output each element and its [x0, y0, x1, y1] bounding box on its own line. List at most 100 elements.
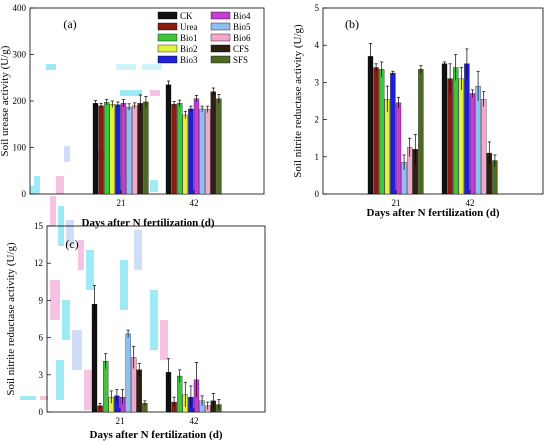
y-tick-label: 15 — [34, 221, 44, 231]
bar-bio6-42 — [205, 109, 211, 195]
legend-swatch-sfs — [210, 55, 231, 64]
bars-b — [367, 42, 498, 195]
plot-frame-b — [322, 7, 544, 195]
legend-label-bio3: Bio3 — [180, 55, 198, 65]
y-tick-label: 0 — [22, 189, 27, 199]
legend-swatch-bio1 — [157, 33, 178, 42]
bar-bio4-21 — [395, 102, 402, 195]
y-tick-label: 0 — [39, 407, 44, 417]
y-axis-label-a: Soil urease activity (U/g) — [0, 45, 11, 156]
scan-artifacts-c — [20, 196, 168, 410]
plot-frame-c — [46, 225, 266, 413]
bar-ck-42 — [441, 63, 448, 195]
bar-bio5-42 — [199, 108, 205, 195]
legend-label-bio1: Bio1 — [180, 33, 198, 43]
legend-swatch-cfs — [210, 44, 231, 53]
x-ticks-a: 21 42 — [117, 190, 199, 208]
legend-label-bio6: Bio6 — [233, 33, 251, 43]
panel-label-c: (c) — [65, 237, 78, 251]
legend-label-bio5: Bio5 — [233, 22, 251, 32]
bar-bio2-42 — [182, 114, 188, 195]
bar-bio1-42 — [177, 103, 183, 195]
bars-c — [91, 285, 222, 413]
y-tick-label: 12 — [34, 258, 43, 268]
legend-label-sfs: SFS — [233, 55, 248, 65]
bar-bio6-42 — [481, 98, 487, 195]
bar-urea-21 — [98, 105, 104, 195]
bar-bio3-21 — [390, 72, 396, 195]
x-axis-label-c: Days after N fertilization (d) — [90, 429, 223, 441]
legend-swatch-bio3 — [157, 55, 178, 64]
bar-bio1-21 — [103, 361, 109, 413]
y-tick-label: 0 — [315, 189, 320, 199]
y-tick-label: 1 — [315, 152, 320, 162]
bar-urea-42 — [447, 78, 453, 195]
bar-bio2-21 — [384, 98, 390, 195]
x-tick-label: 42 — [466, 198, 475, 208]
panel-a: 0 100 200 300 400 21 42 (a) Days after N fert… — [0, 3, 265, 229]
legend-label-ck: CK — [180, 11, 193, 21]
bar-cfs-42 — [210, 91, 216, 195]
y-ticks-c: 0 3 6 9 12 15 — [34, 221, 51, 417]
bar-bio6-21 — [132, 105, 138, 195]
y-tick-label: 3 — [39, 370, 44, 380]
bar-ck-42 — [165, 84, 172, 195]
bar-bio3-42 — [188, 108, 194, 195]
legend-swatch-bio2 — [157, 44, 178, 53]
legend-swatch-ck — [157, 11, 178, 20]
x-tick-label: 21 — [392, 198, 401, 208]
bars-a — [92, 80, 222, 195]
x-tick-label: 21 — [117, 198, 126, 208]
bar-bio5-42 — [475, 85, 481, 195]
bar-bio3-21 — [115, 104, 121, 195]
bar-urea-21 — [373, 67, 379, 195]
bar-ck-21 — [92, 103, 99, 195]
bar-sfs-42 — [216, 98, 222, 195]
panel-b: 0 1 2 3 4 5 21 42 (b) Days after N fertilizati… — [292, 3, 544, 219]
bar-urea-42 — [171, 104, 177, 195]
bar-bio4-42 — [193, 98, 200, 195]
bar-bio4-21 — [120, 103, 127, 195]
legend-swatch-bio6 — [210, 33, 231, 42]
bar-ck-21 — [367, 56, 374, 195]
bar-bio5-21 — [126, 106, 132, 195]
legend-label-bio2: Bio2 — [180, 44, 198, 54]
bar-bio1-21 — [104, 102, 110, 195]
legend-swatch-urea — [157, 22, 178, 31]
y-tick-label: 5 — [315, 3, 320, 13]
legend-label-urea: Urea — [180, 22, 198, 32]
y-ticks-b: 0 1 2 3 4 5 — [315, 3, 327, 199]
y-axis-label-c: Soil nitrite reductase activity (U/g) — [5, 242, 17, 396]
y-tick-label: 6 — [39, 333, 44, 343]
panel-label-b: (b) — [345, 17, 359, 31]
bar-cfs-21 — [136, 369, 142, 413]
legend-swatch-bio4 — [210, 11, 231, 20]
legend-label-bio4: Bio4 — [233, 11, 251, 21]
x-ticks-c: 21 42 — [116, 408, 199, 426]
bar-bio3-42 — [464, 63, 470, 195]
y-tick-label: 9 — [39, 295, 44, 305]
legend-label-cfs: CFS — [233, 44, 249, 54]
bar-sfs-21 — [418, 69, 424, 195]
bar-bio2-21 — [109, 104, 115, 195]
x-ticks-b: 21 42 — [392, 190, 475, 208]
y-tick-label: 100 — [13, 143, 27, 153]
x-tick-label: 42 — [190, 198, 199, 208]
bar-sfs-21 — [143, 101, 149, 195]
y-tick-label: 3 — [315, 77, 320, 87]
x-axis-label-a: Days after N fertilization (d) — [82, 217, 215, 229]
y-tick-label: 200 — [13, 96, 27, 106]
bar-bio4-42 — [469, 93, 476, 195]
bar-bio5-21 — [125, 333, 131, 413]
x-axis-label-b: Days after N fertilization (d) — [367, 207, 500, 219]
y-tick-label: 400 — [13, 3, 27, 13]
y-axis-label-b: Soil nitrite reductase activity (U/g) — [292, 24, 304, 178]
y-tick-label: 300 — [13, 50, 27, 60]
y-tick-label: 2 — [315, 115, 320, 125]
y-tick-label: 4 — [315, 40, 320, 50]
legend-swatch-bio5 — [210, 22, 231, 31]
x-tick-label: 42 — [190, 416, 199, 426]
bar-cfs-21 — [137, 103, 143, 195]
